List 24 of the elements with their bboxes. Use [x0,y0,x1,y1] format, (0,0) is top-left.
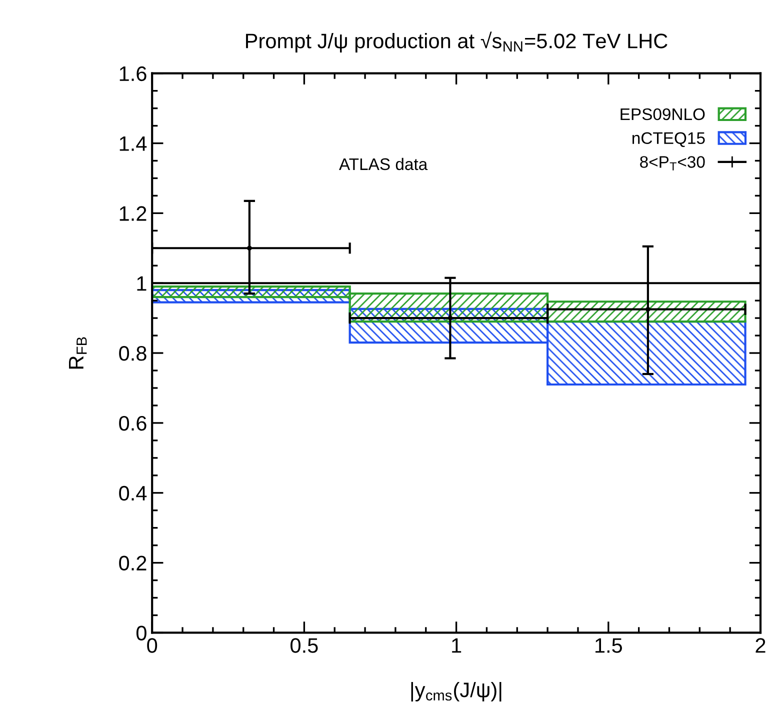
x-tick-label: 0.5 [290,638,318,653]
y-tick-label: 1.6 [120,66,146,82]
y-tick-label: 0.2 [119,556,146,571]
x-tick-label: 2 [756,638,766,653]
chart-title: Prompt J/ψ production at √s$_{NN}$=5.02 TeV LHC [246,32,668,52]
point [448,316,453,320]
legend-label: 8<P$_{T}$<30 [640,156,705,170]
y-tick-label: 0.4 [119,486,147,501]
point [646,306,650,312]
x-axis-title: |y$_{cms}$(J/ψ)| [411,682,502,702]
y-tick-label: 0.6 [119,416,146,431]
legend-label: EPS09NLO [620,108,705,120]
y-tick-label: 1.2 [120,206,146,221]
legend-label: nCTEQ15 [632,132,705,148]
x-tick-label: 0 [147,638,158,653]
x-tick-label: 1 [452,638,462,653]
annotation: ATLAS data [339,158,428,170]
point [247,246,252,251]
y-tick-label: 1.4 [120,136,147,151]
y-axis-title: R$_{FB}$ [69,337,87,369]
y-tick-label: 0 [136,626,146,640]
y-tick-label: 1 [137,276,146,291]
x-tick-label: 1.5 [596,638,622,653]
y-tick-label: 0.8 [119,346,146,361]
